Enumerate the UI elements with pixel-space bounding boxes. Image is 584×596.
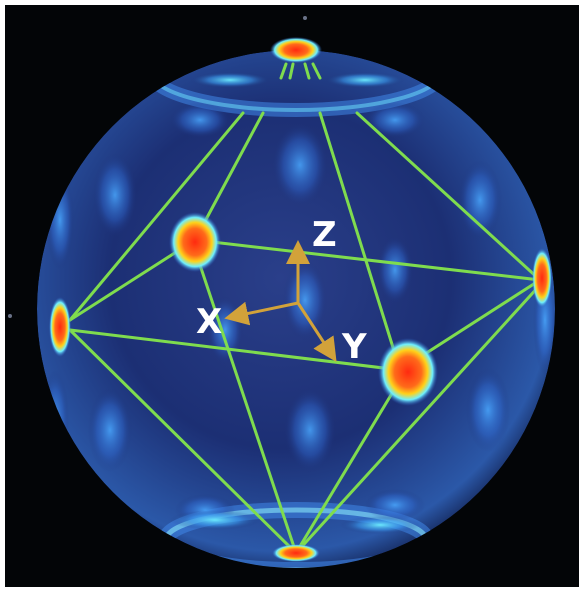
edge-line [355, 111, 542, 282]
edge-line [279, 62, 288, 80]
edge-line [294, 378, 402, 555]
edge-line [303, 62, 311, 80]
edge-line [68, 328, 298, 555]
hotspot-bottom [272, 544, 320, 562]
intensity-blob [377, 236, 413, 304]
edge-line [193, 248, 298, 555]
hotspots [49, 37, 552, 562]
intensity-blob [170, 102, 230, 138]
intensity-blob [466, 368, 510, 452]
intensity-blob [88, 388, 132, 472]
x-axis-arrow [224, 301, 299, 326]
intensity-blob [272, 123, 328, 207]
intensity-blob [365, 489, 425, 521]
hotspot-right [532, 248, 552, 308]
edge-line [294, 283, 542, 555]
hotspot-upper-left [169, 212, 221, 272]
intensity-blob [325, 72, 405, 88]
hotspot-left [49, 297, 71, 357]
x-axis-label: X [196, 302, 222, 342]
edge-line [68, 111, 245, 322]
edge-line [311, 62, 322, 80]
intensity-blob [365, 102, 425, 138]
edge-line [193, 238, 542, 282]
intensity-blob [190, 72, 270, 88]
edge-line [68, 328, 402, 372]
y-axis-label: Y [341, 327, 367, 367]
z-axis-label: Z [312, 215, 337, 255]
hotspot-center-right [378, 338, 438, 406]
intensity-blob [458, 160, 502, 240]
intensity-blob [170, 510, 260, 530]
intensity-blob [284, 388, 336, 472]
y-axis-arrow [296, 302, 337, 363]
edge-line [288, 62, 295, 80]
edge-line [318, 111, 402, 372]
intensity-blob [283, 260, 327, 340]
coordinate-axes [224, 240, 337, 363]
hotspot-top [270, 37, 322, 63]
background-dot [8, 314, 12, 318]
intensity-blob [93, 153, 137, 237]
background-dot [303, 16, 307, 20]
intensity-blob [340, 516, 420, 534]
